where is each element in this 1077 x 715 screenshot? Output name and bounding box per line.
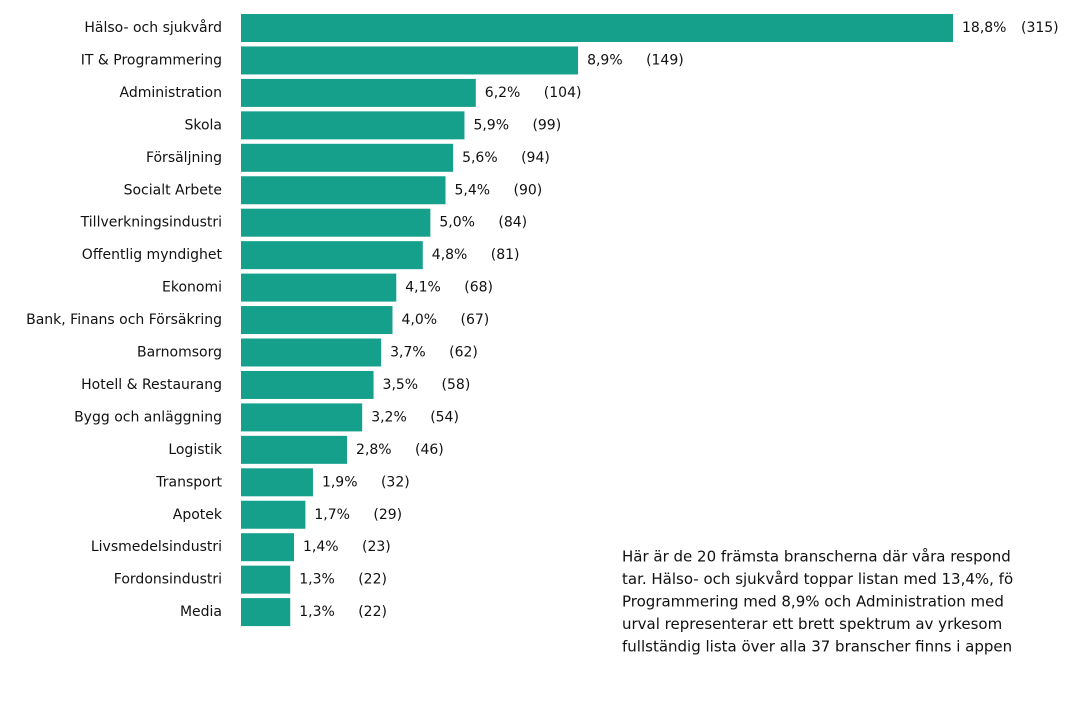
count-label: (58) — [442, 377, 471, 393]
value-label: 4,1% — [405, 280, 441, 296]
count-label: (81) — [491, 247, 520, 263]
count-label: (22) — [358, 604, 387, 620]
value-label: 5,0% — [439, 215, 475, 231]
value-label: 8,9% — [587, 52, 623, 68]
category-label: Bank, Finans och Försäkring — [26, 312, 222, 328]
value-label: 1,3% — [299, 572, 335, 588]
bar — [241, 176, 446, 205]
bar — [241, 370, 374, 399]
category-label: Försäljning — [146, 150, 222, 166]
count-label: (315) — [1021, 20, 1059, 36]
value-label: 4,0% — [401, 312, 437, 328]
category-label: Skola — [184, 117, 222, 133]
bar — [241, 435, 348, 464]
count-label: (149) — [646, 52, 684, 68]
count-label: (68) — [464, 280, 493, 296]
bar — [241, 143, 454, 172]
value-label: 3,2% — [371, 409, 407, 425]
bar — [241, 598, 291, 627]
count-label: (94) — [521, 150, 550, 166]
count-label: (23) — [362, 539, 391, 555]
bar — [241, 78, 476, 107]
value-label: 1,3% — [299, 604, 335, 620]
count-label: (62) — [449, 345, 478, 361]
value-label: 1,4% — [303, 539, 339, 555]
category-label: Media — [180, 604, 222, 620]
value-label: 5,6% — [462, 150, 498, 166]
value-label: 4,8% — [432, 247, 468, 263]
value-label: 5,9% — [473, 117, 509, 133]
category-label: Livsmedelsindustri — [91, 539, 222, 555]
value-label: 1,7% — [314, 507, 350, 523]
annotation: tar. Hälso- och sjukvård toppar listan m… — [622, 570, 1013, 588]
count-label: (84) — [498, 215, 527, 231]
value-label: 6,2% — [485, 85, 521, 101]
count-label: (90) — [514, 182, 543, 198]
category-label: Bygg och anläggning — [74, 409, 222, 425]
bar — [241, 468, 313, 497]
category-label: Fordonsindustri — [114, 572, 222, 588]
category-label: Socialt Arbete — [124, 182, 222, 198]
category-label: Logistik — [168, 442, 223, 458]
bar — [241, 111, 465, 140]
bar — [241, 14, 953, 42]
bar — [241, 565, 291, 594]
category-label: Offentlig myndighet — [82, 247, 223, 263]
bar — [241, 46, 579, 75]
category-label: Transport — [155, 474, 222, 490]
count-label: (99) — [532, 117, 561, 133]
count-label: (54) — [430, 409, 459, 425]
value-label: 2,8% — [356, 442, 392, 458]
count-label: (67) — [460, 312, 489, 328]
annotation: Programmering med 8,9% och Administratio… — [622, 593, 1004, 611]
count-label: (104) — [544, 85, 582, 101]
category-label: Hotell & Restaurang — [81, 377, 222, 393]
bar — [241, 533, 295, 562]
annotation: fullständig lista över alla 37 branscher… — [622, 638, 1012, 656]
bar — [241, 403, 363, 432]
value-label: 3,5% — [383, 377, 419, 393]
category-label: Ekonomi — [162, 280, 222, 296]
bar — [241, 338, 382, 367]
category-label: Barnomsorg — [137, 345, 222, 361]
value-label: 5,4% — [455, 182, 491, 198]
annotation: urval representerar ett brett spektrum a… — [622, 615, 1002, 633]
category-label: Tillverkningsindustri — [80, 215, 222, 231]
bar — [241, 273, 397, 302]
category-label: Administration — [120, 85, 222, 101]
value-label: 3,7% — [390, 345, 426, 361]
count-label: (22) — [358, 572, 387, 588]
bar — [241, 306, 393, 335]
count-label: (46) — [415, 442, 444, 458]
annotation: Här är de 20 främsta branscherna där vår… — [622, 548, 1011, 566]
value-label: 1,9% — [322, 474, 358, 490]
bar — [241, 241, 423, 270]
count-label: (32) — [381, 474, 410, 490]
value-label: 18,8% — [962, 20, 1006, 36]
bar — [241, 208, 431, 237]
category-label: Hälso- och sjukvård — [84, 19, 222, 36]
category-label: Apotek — [173, 507, 223, 523]
bar — [241, 500, 306, 529]
category-label: IT & Programmering — [81, 52, 222, 68]
count-label: (29) — [373, 507, 402, 523]
